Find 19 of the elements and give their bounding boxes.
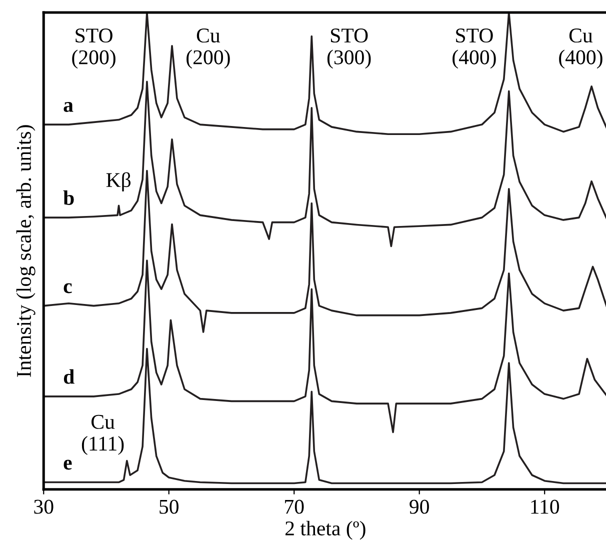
annotation: STO (300) [327,28,371,69]
y-axis-title: Intensity (log scale, arb. units) [16,125,36,377]
x-tick-label: 70 [285,500,304,514]
annotation: Cu (400) [559,28,602,69]
series-label: a [64,102,74,112]
x-tick-label: 50 [160,500,178,514]
series-label: b [63,190,74,205]
annotation: Cu (200) [186,28,230,69]
series-label: c [64,283,72,294]
x-tick-label: 110 [531,500,560,514]
annotation: STO (400) [452,28,496,69]
x-tick-label: 90 [410,500,429,514]
x-axis-title: 2 theta (º) [286,520,366,540]
annotation: Cu (111) [82,414,124,455]
x-tick-label: 30 [34,500,54,514]
annotation: STO (200) [72,28,116,69]
annotation: Kβ [106,172,131,192]
series-label: e [64,460,72,470]
series-label: d [64,369,74,384]
